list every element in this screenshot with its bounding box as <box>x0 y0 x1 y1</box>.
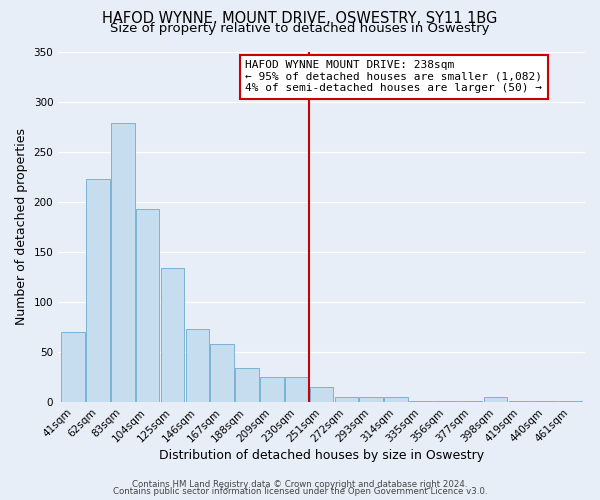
X-axis label: Distribution of detached houses by size in Oswestry: Distribution of detached houses by size … <box>159 450 484 462</box>
Bar <box>211 344 234 402</box>
Bar <box>409 401 433 402</box>
Bar <box>533 401 557 402</box>
Bar <box>335 397 358 402</box>
Bar <box>385 397 408 402</box>
Bar <box>285 377 308 402</box>
Bar <box>185 329 209 402</box>
Text: Contains public sector information licensed under the Open Government Licence v3: Contains public sector information licen… <box>113 487 487 496</box>
Bar <box>260 377 284 402</box>
Text: HAFOD WYNNE MOUNT DRIVE: 238sqm
← 95% of detached houses are smaller (1,082)
4% : HAFOD WYNNE MOUNT DRIVE: 238sqm ← 95% of… <box>245 60 542 94</box>
Bar <box>111 122 134 402</box>
Bar <box>136 209 160 402</box>
Bar <box>61 332 85 402</box>
Text: Contains HM Land Registry data © Crown copyright and database right 2024.: Contains HM Land Registry data © Crown c… <box>132 480 468 489</box>
Bar <box>459 401 482 402</box>
Text: Size of property relative to detached houses in Oswestry: Size of property relative to detached ho… <box>110 22 490 35</box>
Bar <box>310 387 334 402</box>
Bar <box>509 401 532 402</box>
Text: HAFOD WYNNE, MOUNT DRIVE, OSWESTRY, SY11 1BG: HAFOD WYNNE, MOUNT DRIVE, OSWESTRY, SY11… <box>103 11 497 26</box>
Y-axis label: Number of detached properties: Number of detached properties <box>15 128 28 326</box>
Bar <box>359 397 383 402</box>
Bar <box>235 368 259 402</box>
Bar <box>434 401 458 402</box>
Bar <box>484 397 508 402</box>
Bar <box>86 179 110 402</box>
Bar <box>161 268 184 402</box>
Bar <box>558 401 582 402</box>
